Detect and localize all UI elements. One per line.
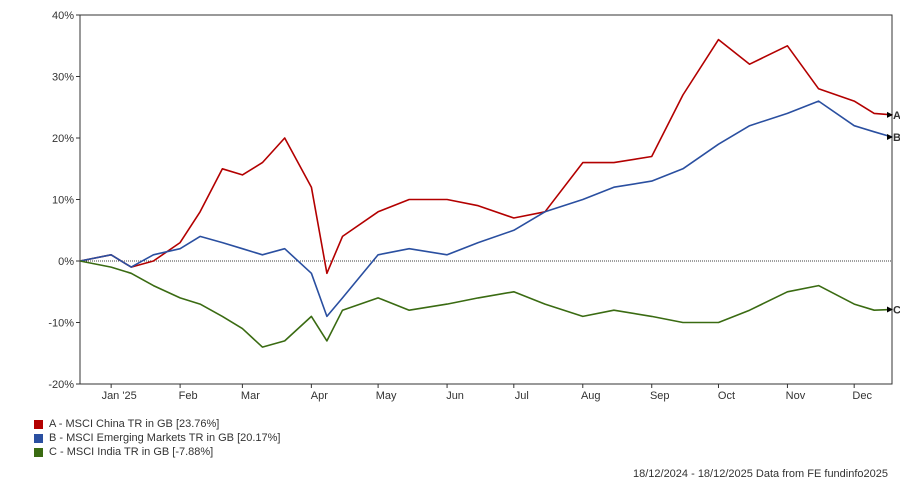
x-tick-label: Oct bbox=[718, 390, 735, 402]
x-tick-label: Nov bbox=[786, 390, 806, 402]
end-marker-c bbox=[887, 306, 893, 313]
x-tick-label: Sep bbox=[650, 390, 670, 402]
y-tick-label: 20% bbox=[52, 133, 74, 145]
x-tick-label: Jan '25 bbox=[102, 390, 137, 402]
y-tick-label: 40% bbox=[52, 10, 74, 22]
series-line-c bbox=[79, 260, 893, 348]
series-line-a bbox=[79, 38, 893, 275]
legend-item-b: B - MSCI Emerging Markets TR in GB [20.1… bbox=[34, 431, 280, 445]
x-tick-label: Mar bbox=[241, 390, 260, 402]
legend: A - MSCI China TR in GB [23.76%] B - MSC… bbox=[34, 417, 280, 459]
end-marker-a bbox=[887, 111, 893, 118]
y-tick-label: 0% bbox=[58, 256, 74, 268]
series-end-label-c: C bbox=[893, 304, 900, 316]
end-marker-b bbox=[887, 133, 893, 140]
x-tick-label: Aug bbox=[581, 390, 601, 402]
x-tick-label: May bbox=[376, 390, 397, 402]
legend-label-c: C - MSCI India TR in GB [-7.88%] bbox=[49, 446, 214, 458]
series-line-b bbox=[79, 100, 893, 318]
x-tick-label: Jul bbox=[515, 390, 529, 402]
legend-swatch-a bbox=[34, 419, 43, 429]
series-end-label-b: B bbox=[893, 132, 900, 144]
y-tick-label: 30% bbox=[52, 72, 74, 84]
footer-source: 18/12/2024 - 18/12/2025 Data from FE fun… bbox=[632, 468, 888, 480]
legend-swatch-b bbox=[34, 433, 43, 443]
y-tick-label: 10% bbox=[52, 195, 74, 207]
series-end-label-a: A bbox=[893, 110, 900, 122]
legend-item-c: C - MSCI India TR in GB [-7.88%] bbox=[34, 445, 280, 459]
legend-label-b: B - MSCI Emerging Markets TR in GB [20.1… bbox=[49, 432, 281, 444]
y-tick-label: -20% bbox=[48, 379, 74, 391]
x-tick-label: Apr bbox=[311, 390, 328, 402]
x-tick-label: Jun bbox=[446, 390, 464, 402]
x-tick-label: Feb bbox=[179, 390, 198, 402]
legend-item-a: A - MSCI China TR in GB [23.76%] bbox=[34, 417, 280, 431]
legend-swatch-c bbox=[34, 447, 43, 457]
x-tick-label: Dec bbox=[852, 390, 872, 402]
legend-label-a: A - MSCI China TR in GB [23.76%] bbox=[49, 418, 220, 430]
y-tick-label: -10% bbox=[48, 318, 74, 330]
plot-frame bbox=[79, 14, 893, 385]
